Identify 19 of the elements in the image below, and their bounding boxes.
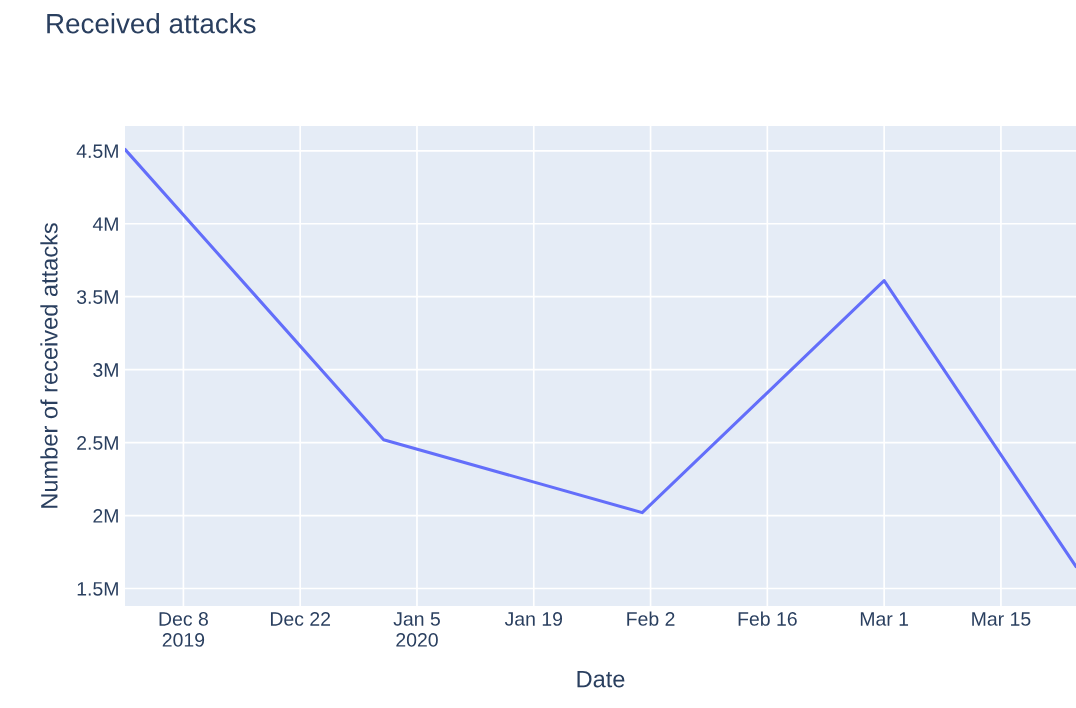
y-tick-label: 4M (92, 217, 118, 231)
x-tick-label: Jan 5 2020 (393, 612, 440, 647)
y-tick-label: 2.5M (77, 436, 118, 450)
y-tick-label: 4.5M (76, 144, 118, 159)
line-series (125, 147, 1076, 569)
y-tick-label: 3M (93, 363, 118, 377)
x-tick-label: Feb 2 (627, 611, 675, 626)
x-tick-label: Mar 1 (860, 612, 909, 626)
y-axis-title: Number of received attacks (40, 223, 58, 508)
x-tick-label: Feb 16 (738, 611, 797, 626)
x-tick-label: Mar 15 (972, 612, 1031, 626)
x-tick-label: Jan 19 (504, 612, 563, 626)
y-tick-label: 3.5M (76, 290, 118, 304)
y-tick-label: 1.5M (77, 582, 118, 596)
y-tick-label: 2M (93, 509, 118, 523)
x-tick-label: Dec 22 (270, 612, 331, 626)
x-axis-title: Date (577, 670, 625, 688)
chart-title: Received attacks (47, 13, 256, 34)
x-tick-label: Dec 8 2019 (159, 612, 208, 647)
